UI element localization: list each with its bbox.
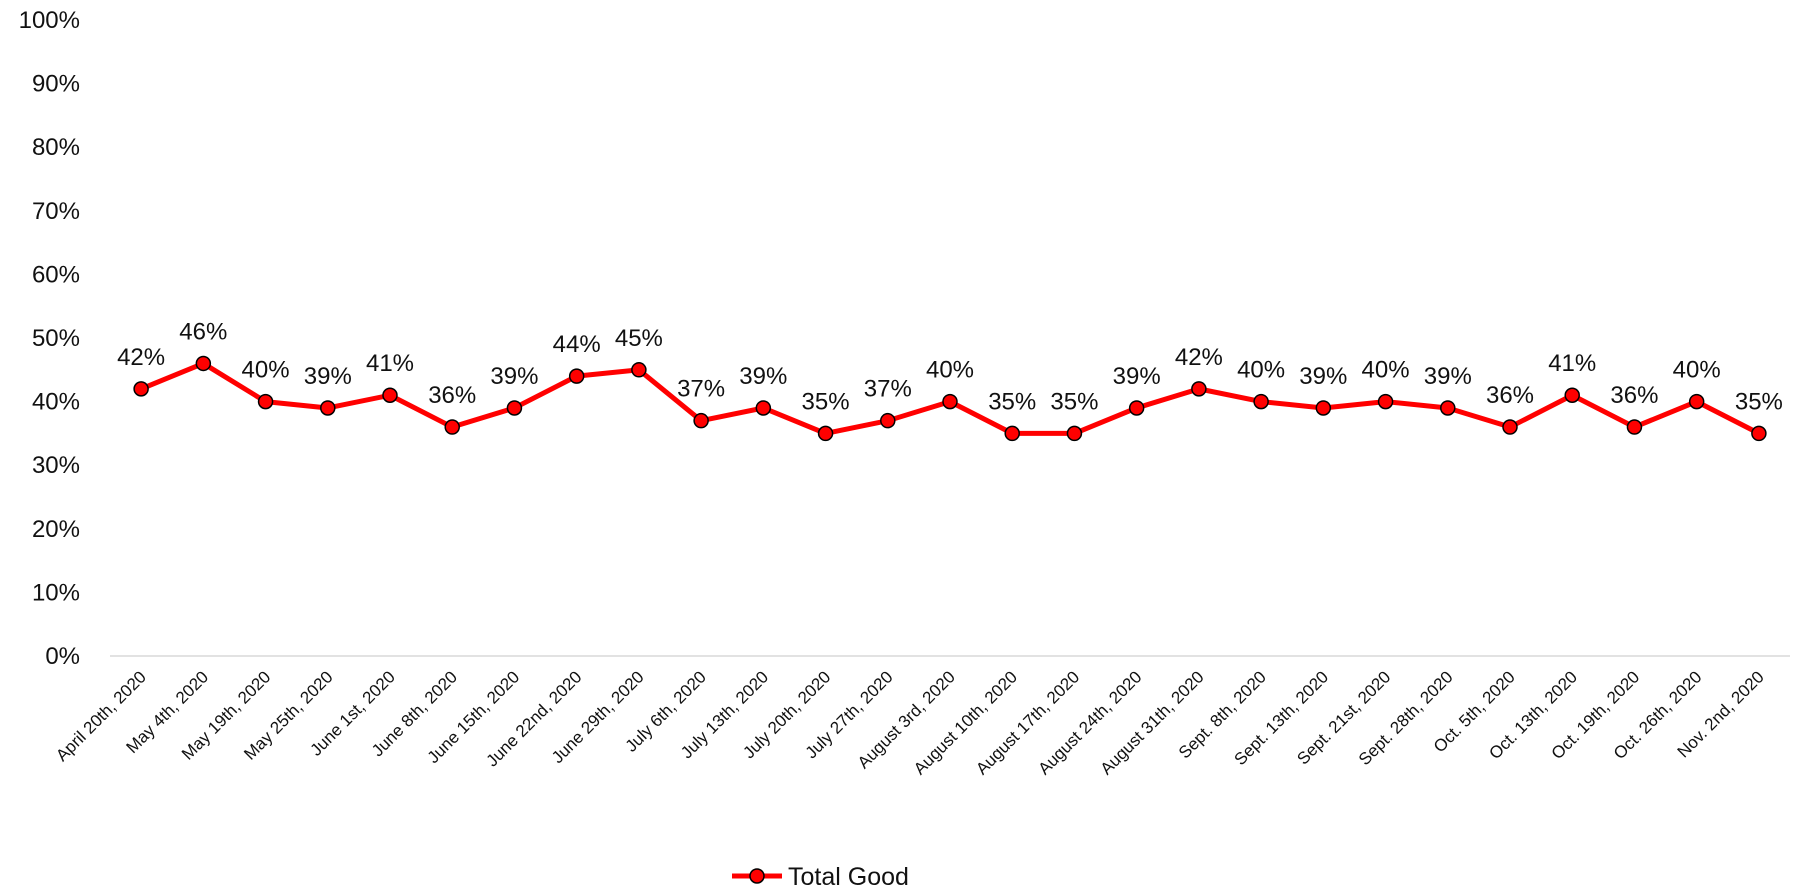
- x-tick-label: August 17th, 2020: [972, 667, 1083, 778]
- data-point: [1253, 393, 1269, 410]
- data-label: 39%: [1424, 363, 1472, 390]
- data-label: 41%: [1548, 350, 1596, 377]
- x-tick-label: August 10th, 2020: [910, 667, 1021, 778]
- legend-series-label: Total Good: [788, 863, 909, 886]
- data-point: [1502, 419, 1518, 435]
- y-tick-label: 90%: [32, 71, 80, 98]
- data-label: 36%: [1486, 382, 1534, 409]
- y-tick-label: 10%: [32, 579, 80, 606]
- data-label: 40%: [926, 357, 974, 384]
- data-point: [195, 355, 212, 372]
- data-point: [444, 419, 460, 435]
- data-label: 42%: [1175, 344, 1223, 371]
- data-point: [693, 412, 709, 429]
- data-point: [1191, 381, 1207, 397]
- data-label: 37%: [677, 376, 725, 403]
- y-tick-label: 50%: [32, 325, 80, 352]
- data-label: 44%: [553, 331, 601, 358]
- data-label: 36%: [428, 382, 476, 409]
- data-point: [1377, 393, 1394, 410]
- data-label: 45%: [615, 325, 663, 352]
- data-point: [942, 393, 958, 410]
- data-point: [1564, 387, 1580, 403]
- data-label: 35%: [988, 388, 1036, 415]
- data-label: 39%: [1299, 363, 1347, 390]
- data-point: [506, 400, 523, 416]
- data-point: [880, 412, 896, 429]
- data-point: [1315, 400, 1332, 416]
- y-tick-label: 80%: [32, 134, 80, 161]
- data-point: [1066, 425, 1083, 442]
- data-point: [1004, 425, 1020, 442]
- y-axis: 0% 10% 20% 30% 40% 50% 60% 70% 80% 90% 100%: [19, 7, 80, 670]
- data-point: [257, 393, 274, 410]
- legend-series-marker: [749, 868, 765, 884]
- data-label: 35%: [1735, 388, 1783, 415]
- data-label: 35%: [1050, 388, 1098, 415]
- data-label: 39%: [1113, 363, 1161, 390]
- data-point: [1128, 400, 1145, 416]
- y-tick-label: 0%: [45, 643, 80, 670]
- data-point: [1626, 419, 1643, 435]
- data-label: 42%: [117, 344, 165, 371]
- data-label: 40%: [1362, 357, 1410, 384]
- y-tick-label: 40%: [32, 389, 80, 416]
- data-point: [1440, 400, 1456, 416]
- y-tick-label: 20%: [32, 516, 80, 543]
- x-tick-label: August 24th, 2020: [1034, 667, 1145, 778]
- x-tick-label: August 31th, 2020: [1097, 667, 1208, 778]
- data-label: 39%: [739, 363, 787, 390]
- data-label: 39%: [490, 363, 538, 390]
- data-label: 40%: [242, 357, 290, 384]
- data-point: [382, 387, 398, 403]
- data-label: 40%: [1673, 357, 1721, 384]
- y-tick-label: 30%: [32, 452, 80, 479]
- legend: Total Good: [732, 863, 909, 886]
- y-tick-label: 100%: [19, 7, 80, 34]
- data-label: 46%: [179, 318, 227, 345]
- series-layer: 42% 46% 40% 39% 41% 36% 39% 44% 45% 37% 39% 35% 37% 4…: [117, 318, 1783, 442]
- data-point: [1751, 425, 1767, 442]
- data-point: [755, 400, 772, 416]
- data-point: [320, 400, 336, 416]
- data-label: 40%: [1237, 357, 1285, 384]
- data-label: 41%: [366, 350, 414, 377]
- data-point: [1688, 393, 1705, 410]
- data-point: [817, 425, 834, 442]
- y-tick-label: 70%: [32, 198, 80, 225]
- data-point: [568, 368, 585, 384]
- data-label: 35%: [802, 388, 850, 415]
- data-point: [631, 362, 647, 378]
- data-label: 37%: [864, 376, 912, 403]
- data-point: [133, 381, 149, 397]
- data-label: 36%: [1610, 382, 1658, 409]
- data-label: 39%: [304, 363, 352, 390]
- y-tick-label: 60%: [32, 261, 80, 288]
